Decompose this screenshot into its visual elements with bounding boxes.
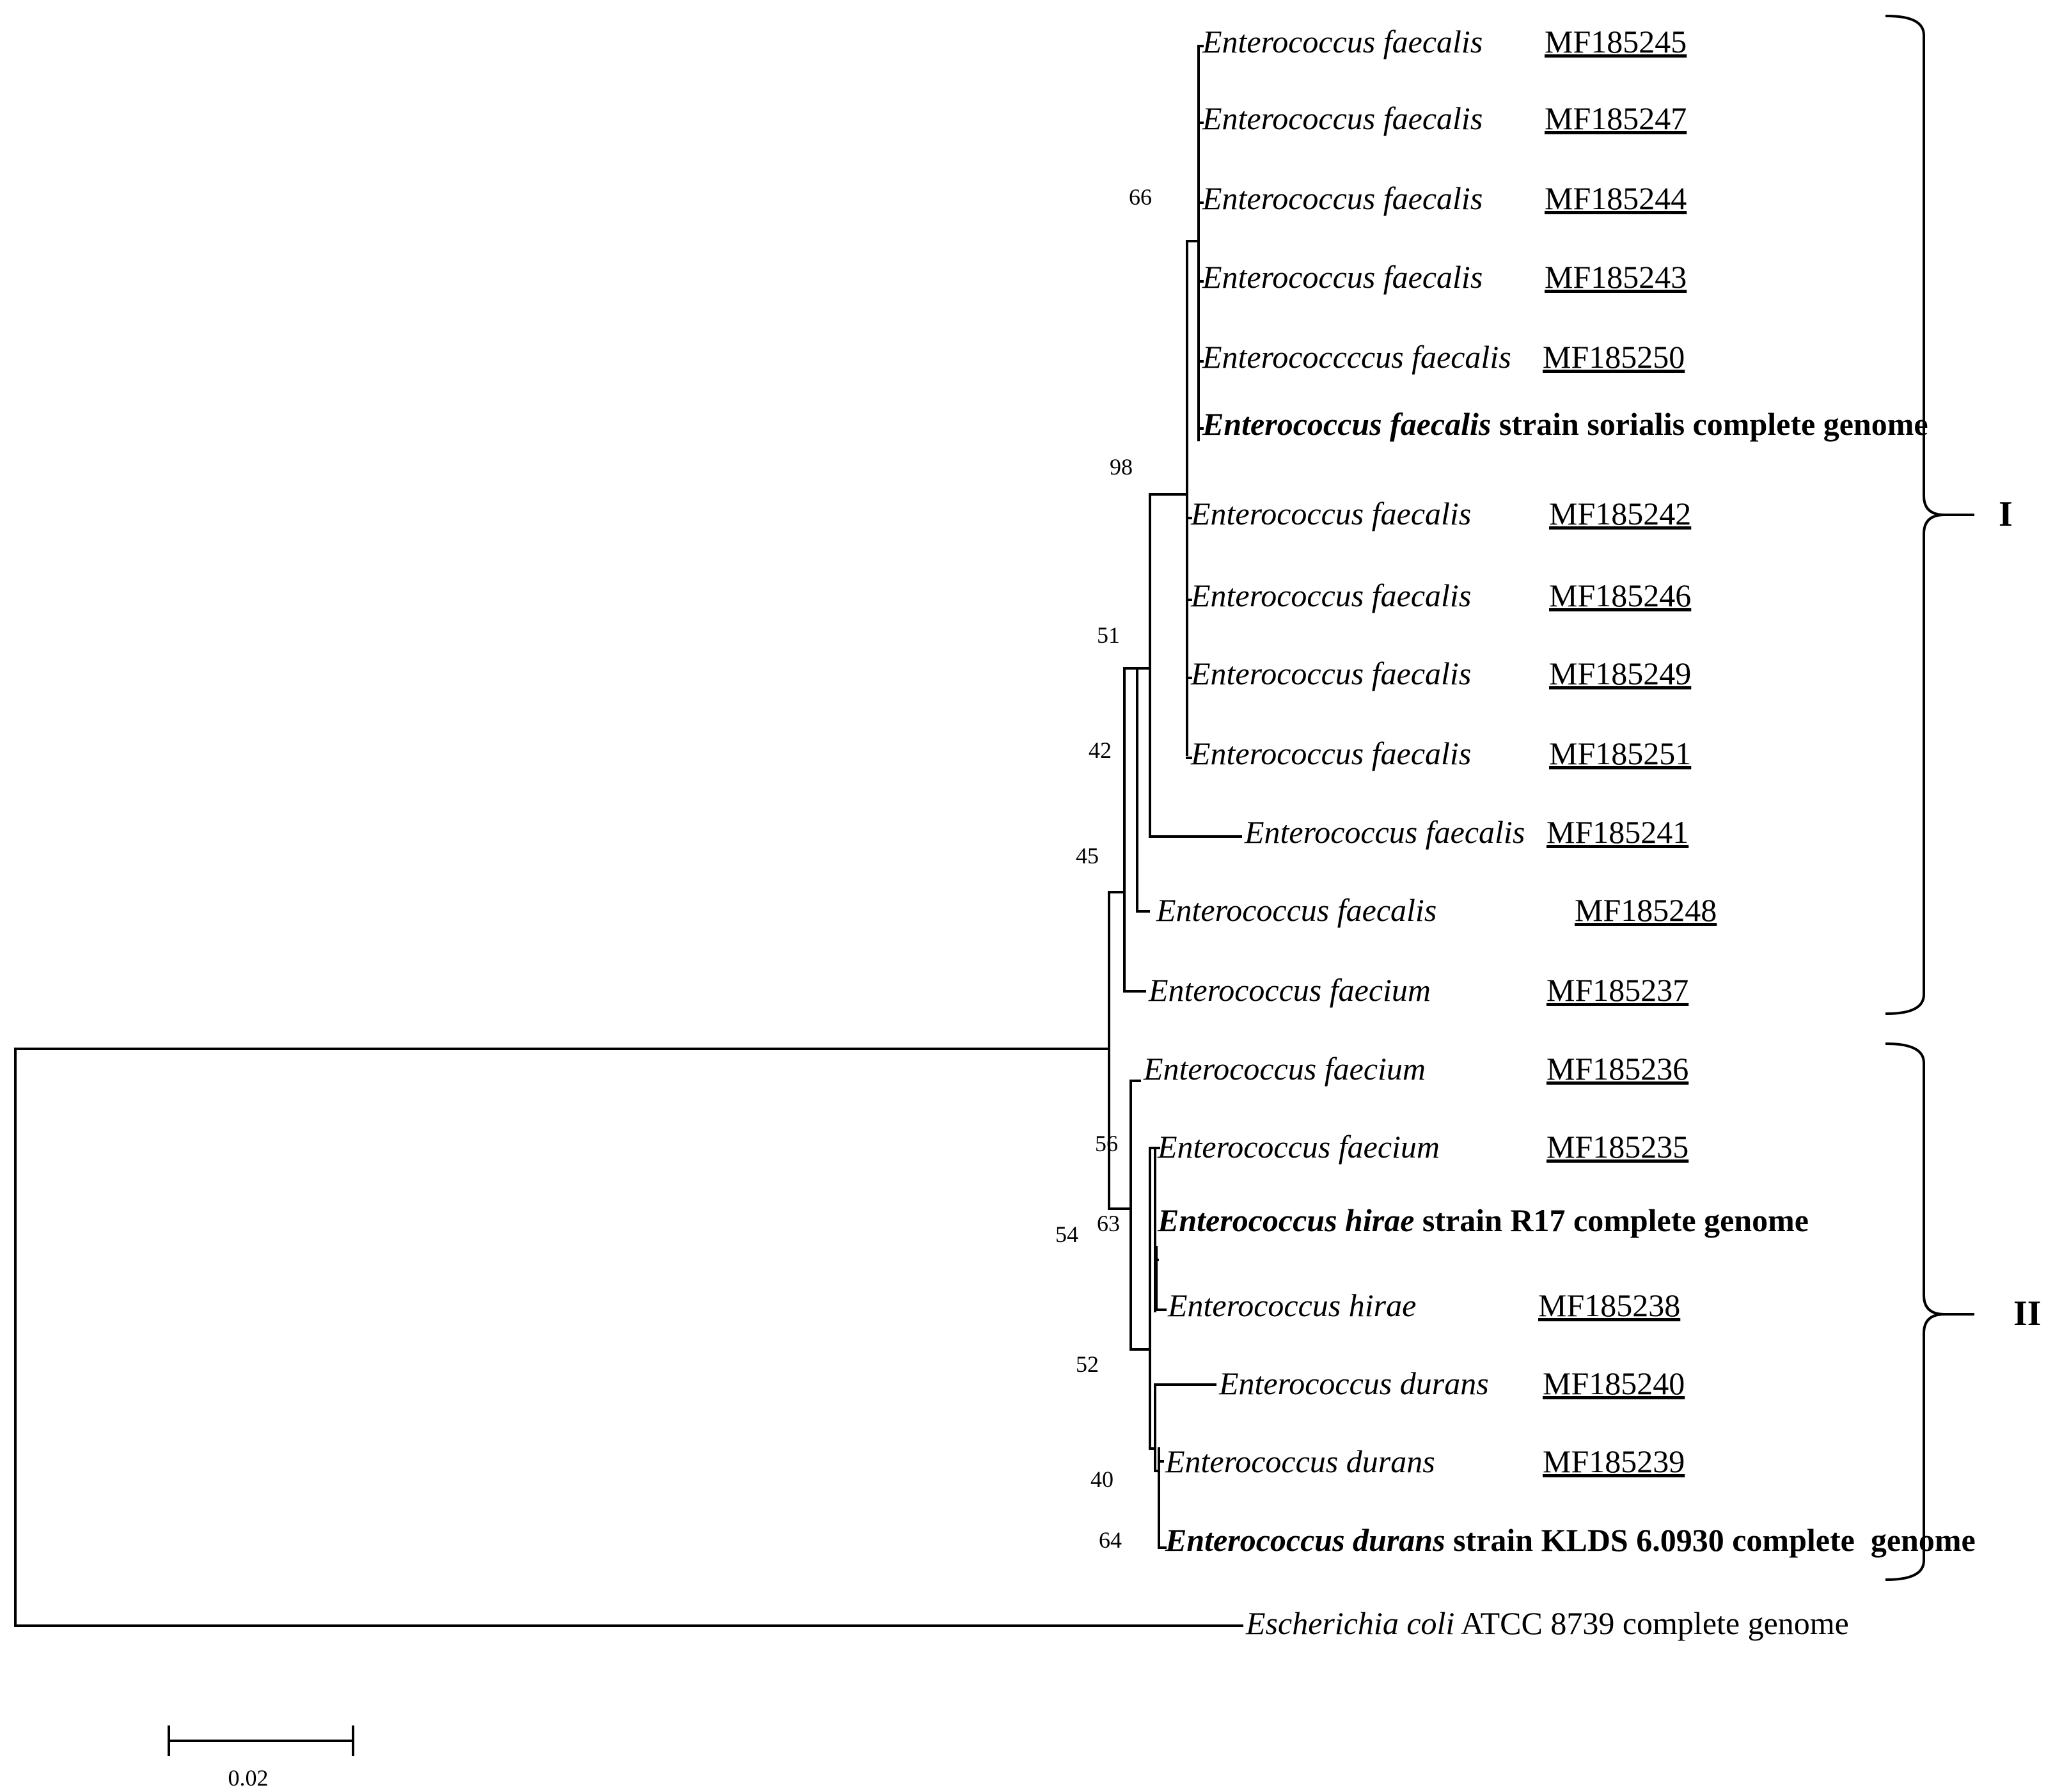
taxon-species: Enterococcus faecalis xyxy=(1190,656,1471,691)
taxon-label: Enterococcus faecalis xyxy=(1244,814,1525,850)
accession-label: MF185247 xyxy=(1545,100,1687,136)
taxon-label: Enterococcus faecalis xyxy=(1156,892,1436,928)
bootstrap-value: 42 xyxy=(1089,737,1112,763)
taxon-species: Enterococcus faecalis xyxy=(1244,814,1525,850)
taxon-label: Enterococcccus faecalis xyxy=(1202,339,1511,375)
taxon-label: Enterococcus faecalis xyxy=(1202,180,1483,216)
taxon-label: Enterococcus faecium xyxy=(1143,1051,1426,1087)
taxon-species: Enterococcus faecalis xyxy=(1190,578,1471,613)
bootstrap-value: 98 xyxy=(1110,454,1133,480)
clade-i-label: I xyxy=(1999,494,2013,534)
taxon-suffix: strain sorialis complete genome xyxy=(1491,406,1928,442)
taxon-species: Enterococcus faecalis xyxy=(1202,24,1483,59)
taxon-suffix: strain KLDS 6.0930 complete genome xyxy=(1445,1522,1976,1558)
scale-bar-label: 0.02 xyxy=(228,1765,269,1791)
taxon-label: Enterococcus faecium xyxy=(1157,1129,1440,1165)
clade-ii-bracket xyxy=(1885,1042,1945,1582)
taxon-label: Enterococcus faecalis xyxy=(1190,735,1471,771)
bootstrap-value: 66 xyxy=(1129,184,1152,210)
taxon-label: Escherichia coli ATCC 8739 complete geno… xyxy=(1245,1605,1849,1641)
taxon-species: Enterococcccus faecalis xyxy=(1202,339,1511,375)
taxon-label: Enterococcus faecalis xyxy=(1190,656,1471,691)
scale-bar: 0.02 xyxy=(168,1725,354,1791)
accession-label: MF185246 xyxy=(1549,578,1691,613)
taxon-species: Enterococcus faecalis xyxy=(1156,892,1436,928)
taxon-species: Enterococcus faecalis xyxy=(1202,180,1483,216)
taxon-species: Enterococcus faecalis xyxy=(1202,259,1483,295)
taxon-species: Enterococcus faecalis xyxy=(1190,735,1471,771)
taxon-species: Enterococcus hirae xyxy=(1157,1202,1414,1238)
taxon-species: Enterococcus durans xyxy=(1165,1443,1435,1479)
accession-label: MF185238 xyxy=(1538,1287,1680,1323)
bootstrap-value: 52 xyxy=(1076,1351,1099,1377)
accession-label: MF185236 xyxy=(1546,1051,1688,1087)
branch-node-63 xyxy=(1154,1246,1159,1311)
taxon-label: Enterococcus hirae strain R17 complete g… xyxy=(1157,1202,1809,1238)
bootstrap-value: 56 xyxy=(1095,1131,1118,1156)
taxon-label: Enterococcus faecium xyxy=(1148,972,1431,1008)
taxon-species: Enterococcus faecium xyxy=(1148,972,1431,1008)
taxon-species: Enterococcus durans xyxy=(1218,1365,1489,1401)
clade-brackets: I II xyxy=(1885,14,2042,1582)
accession-label: MF185242 xyxy=(1549,496,1691,531)
accession-label: MF185237 xyxy=(1546,972,1688,1008)
taxon-species: Enterococcus faecium xyxy=(1143,1051,1426,1087)
bootstrap-value: 51 xyxy=(1097,622,1120,648)
taxon-label: Enterococcus durans xyxy=(1218,1365,1489,1401)
terminal-branches xyxy=(1186,45,1204,759)
accession-label: MF185251 xyxy=(1549,735,1691,771)
taxon-label: Enterococcus faecalis xyxy=(1202,100,1483,136)
accession-label: MF185249 xyxy=(1549,656,1691,691)
accession-label: MF185239 xyxy=(1543,1443,1685,1479)
taxon-species: Enterococcus faecalis xyxy=(1202,100,1483,136)
taxon-suffix: strain R17 complete genome xyxy=(1414,1202,1809,1238)
accession-label: MF185243 xyxy=(1545,259,1687,295)
taxon-label: Enterococcus durans xyxy=(1165,1443,1435,1479)
taxon-label: Enterococcus faecalis xyxy=(1202,259,1483,295)
clade-ii-label: II xyxy=(2013,1294,2042,1333)
taxon-label: Enterococcus faecalis strain sorialis co… xyxy=(1202,406,1928,442)
branch-node-64 xyxy=(1154,1447,1160,1549)
accession-label: MF185248 xyxy=(1575,892,1717,928)
bootstrap-value: 54 xyxy=(1055,1222,1078,1247)
taxon-species: Escherichia coli xyxy=(1245,1605,1454,1641)
bootstrap-value: 64 xyxy=(1099,1527,1122,1553)
bootstrap-values: 66 98 51 42 45 56 63 54 52 40 64 xyxy=(1055,184,1152,1553)
accession-labels: MF185245 MF185247 MF185244 MF185243 MF18… xyxy=(1538,24,1717,1479)
taxon-species: Enterococcus faecalis xyxy=(1190,496,1471,531)
accession-label: MF185244 xyxy=(1545,180,1687,216)
taxon-species: Enterococcus faecium xyxy=(1157,1129,1440,1165)
taxon-species: Enterococcus faecalis xyxy=(1202,406,1491,442)
taxon-label: Enterococcus durans strain KLDS 6.0930 c… xyxy=(1165,1522,1976,1558)
accession-label: MF185250 xyxy=(1543,339,1685,375)
bootstrap-value: 63 xyxy=(1097,1211,1120,1236)
accession-label: MF185241 xyxy=(1546,814,1688,850)
taxon-label: Enterococcus faecalis xyxy=(1190,496,1471,531)
accession-label: MF185235 xyxy=(1546,1129,1688,1165)
accession-label: MF185245 xyxy=(1545,24,1687,59)
taxon-label: Enterococcus faecalis xyxy=(1190,578,1471,613)
tree-branches xyxy=(14,45,1243,1627)
clade-i-bracket xyxy=(1885,14,1945,1016)
taxon-label: Enterococcus faecalis xyxy=(1202,24,1483,59)
taxon-species: Enterococcus durans xyxy=(1165,1522,1445,1558)
accession-label: MF185240 xyxy=(1543,1365,1685,1401)
bootstrap-value: 45 xyxy=(1076,843,1099,868)
taxon-species: Enterococcus hirae xyxy=(1167,1287,1416,1323)
taxon-labels: Enterococcus faecalis Enterococcus faeca… xyxy=(1143,24,1976,1641)
taxon-label: Enterococcus hirae xyxy=(1167,1287,1416,1323)
taxon-suffix: ATCC 8739 complete genome xyxy=(1454,1605,1849,1641)
bootstrap-value: 40 xyxy=(1090,1466,1113,1492)
